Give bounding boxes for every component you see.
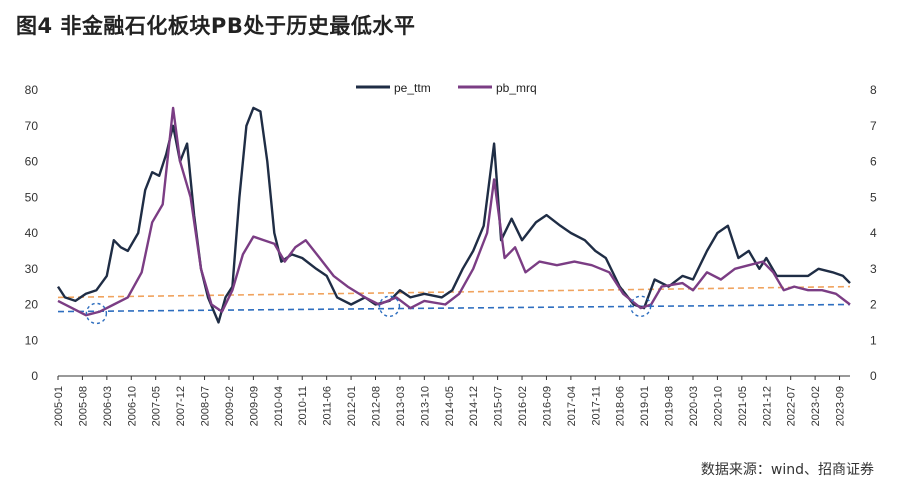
right-y-tick-label: 1 — [870, 333, 877, 347]
left-y-tick-label: 60 — [25, 155, 39, 169]
x-tick-label: 2022-07 — [786, 386, 798, 426]
x-tick-label: 2019-08 — [664, 386, 676, 426]
x-tick-label: 2007-05 — [151, 386, 163, 426]
chart-title: 图4 非金融石化板块PB处于历史最低水平 — [16, 14, 416, 38]
blue-trend-line — [57, 303, 851, 313]
x-tick-label: 2016-09 — [541, 386, 553, 426]
right-y-axis-ticks: 0 1 2 3 4 5 6 7 8 — [870, 83, 877, 383]
x-tick-label: 2014-05 — [444, 386, 456, 426]
series-line-pb-mrq — [57, 106, 851, 317]
left-y-tick-label: 40 — [25, 226, 39, 240]
right-y-tick-label: 6 — [870, 155, 877, 169]
x-tick-label: 2020-03 — [688, 386, 700, 426]
x-tick-label: 2021-12 — [761, 386, 773, 426]
x-tick-label: 2011-06 — [322, 386, 334, 426]
right-y-tick-label: 8 — [870, 83, 877, 97]
x-tick-label: 2018-06 — [615, 386, 627, 426]
x-tick-label: 2017-11 — [590, 386, 602, 426]
x-tick-label: 2005-01 — [53, 386, 65, 426]
right-y-tick-label: 4 — [870, 226, 877, 240]
left-y-tick-label: 70 — [25, 119, 39, 133]
data-source-note: 数据来源：wind、招商证券 — [700, 462, 874, 478]
x-tick-label: 2016-02 — [517, 386, 529, 426]
x-tick-label: 2021-05 — [737, 386, 749, 426]
x-tick-label: 2017-04 — [566, 386, 578, 426]
x-tick-label: 2005-08 — [77, 386, 89, 426]
x-tick-label: 2006-03 — [102, 386, 114, 426]
x-tick-label: 2020-10 — [712, 386, 724, 426]
left-y-tick-label: 10 — [25, 333, 39, 347]
annotations — [85, 295, 652, 325]
right-y-tick-label: 0 — [870, 369, 877, 383]
x-tick-label: 2009-09 — [248, 386, 260, 426]
right-y-tick-label: 5 — [870, 190, 877, 204]
left-y-tick-label: 30 — [25, 262, 39, 276]
x-tick-label: 2010-11 — [297, 386, 309, 426]
x-tick-label: 2012-08 — [370, 386, 382, 426]
left-y-tick-label: 20 — [25, 298, 39, 312]
left-y-tick-label: 80 — [25, 83, 39, 97]
x-tick-label: 2008-07 — [200, 386, 212, 426]
x-tick-label: 2009-02 — [224, 386, 236, 426]
x-axis-ticks: 2005-01 2005-08 2006-03 2006-10 2007-05 2007-… — [53, 376, 847, 426]
low-point-circle — [629, 295, 652, 317]
series-lines — [56, 106, 851, 324]
x-tick-label: 2019-01 — [639, 386, 651, 426]
low-point-circle — [85, 302, 108, 325]
x-tick-label: 2013-03 — [395, 386, 407, 426]
x-tick-label: 2014-12 — [468, 386, 480, 426]
x-tick-label: 2015-07 — [493, 386, 505, 426]
legend-label-pb-mrq: pb_mrq — [496, 81, 537, 95]
legend: pe_ttm pb_mrq — [356, 81, 537, 95]
left-y-tick-label: 50 — [25, 190, 39, 204]
x-tick-label: 2023-09 — [835, 386, 847, 426]
right-y-tick-label: 3 — [870, 262, 877, 276]
trend-lines — [57, 285, 851, 313]
x-tick-label: 2013-10 — [419, 386, 431, 426]
x-tick-label: 2012-01 — [346, 386, 358, 426]
left-y-tick-label: 0 — [31, 369, 38, 383]
right-y-tick-label: 2 — [870, 298, 877, 312]
x-tick-label: 2006-10 — [126, 386, 138, 426]
x-tick-label: 2010-04 — [273, 386, 285, 426]
x-tick-label: 2023-02 — [810, 386, 822, 426]
series-line-pe-ttm — [56, 106, 851, 324]
left-y-axis-ticks: 0 10 20 30 40 50 60 70 80 — [25, 83, 39, 383]
right-y-tick-label: 7 — [870, 119, 877, 133]
low-point-circle — [378, 295, 401, 317]
legend-label-pe-ttm: pe_ttm — [394, 81, 431, 95]
x-tick-label: 2007-12 — [175, 386, 187, 426]
orange-trend-line — [57, 285, 851, 299]
